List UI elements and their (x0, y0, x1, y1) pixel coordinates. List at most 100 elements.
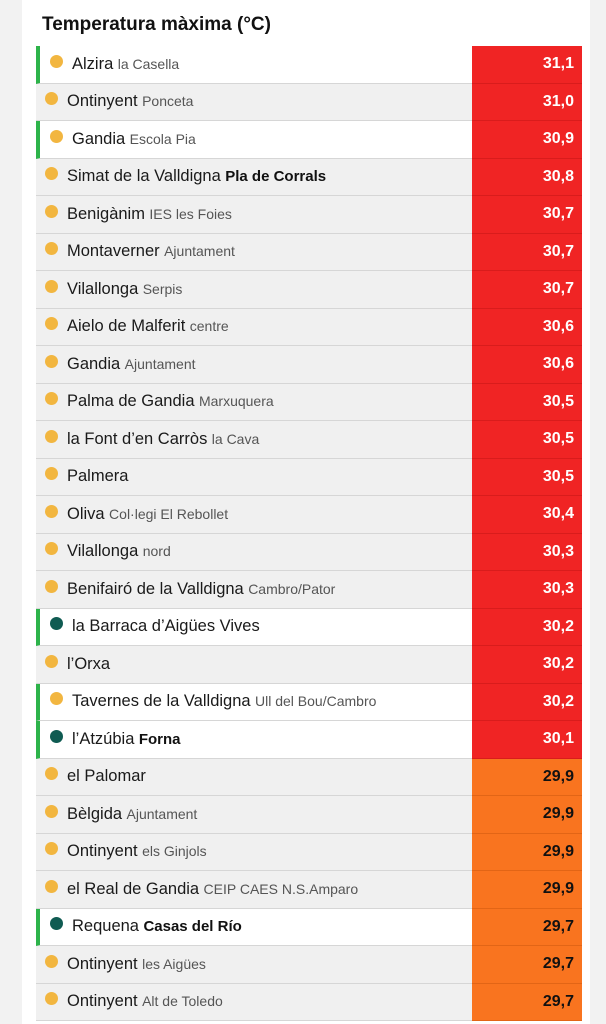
temperature-value: 30,8 (472, 158, 582, 196)
temperature-value: 30,9 (472, 121, 582, 159)
sun-dot-icon (50, 692, 63, 706)
station-label: Palma de Gandia Marxuquera (67, 392, 274, 411)
station-place: Benifairó de la Valldigna (67, 579, 244, 598)
table-row[interactable]: l’Atzúbia Forna 30,1 (36, 721, 582, 759)
station-place: el Real de Gandia (67, 879, 200, 898)
sun-dot-icon (45, 879, 58, 893)
station-label: la Barraca d’Aigües Vives (72, 617, 260, 636)
table-row[interactable]: Alzira la Casella 31,1 (36, 46, 582, 84)
station-place: Ontinyent (67, 842, 138, 861)
station-label: Ontinyent Alt de Toledo (67, 992, 223, 1011)
page-title: Temperatura màxima (°C) (42, 14, 271, 35)
temperature-value: 30,1 (472, 721, 582, 759)
station-dot-teal-icon (50, 729, 63, 743)
station-place: Gandia (72, 129, 126, 148)
table-row[interactable]: Palma de Gandia Marxuquera 30,5 (36, 383, 582, 421)
station-subname: Ajuntament (126, 805, 198, 822)
station-cell: Requena Casas del Río (36, 908, 472, 946)
station-cell: Palma de Gandia Marxuquera (36, 383, 472, 421)
station-cell: la Font d’en Carròs la Cava (36, 421, 472, 459)
station-subname: Serpis (142, 280, 183, 297)
station-cell: Vilallonga Serpis (36, 271, 472, 309)
station-label: Aielo de Malferit centre (67, 317, 229, 336)
station-place: Benigànim (67, 204, 145, 223)
sun-dot-icon (45, 92, 58, 106)
station-label: Alzira la Casella (72, 55, 179, 74)
station-label: la Font d’en Carròs la Cava (67, 430, 259, 449)
station-cell: Benifairó de la Valldigna Cambro/Pator (36, 571, 472, 609)
temperature-value: 30,5 (472, 458, 582, 496)
table-row[interactable]: Ontinyent Ponceta 31,0 (36, 83, 582, 121)
table-row[interactable]: Vilallonga nord 30,3 (36, 533, 582, 571)
station-label: Simat de la Valldigna Pla de Corrals (67, 167, 326, 186)
table-row[interactable]: Ontinyent les Aigües 29,7 (36, 946, 582, 984)
sun-dot-icon (45, 429, 58, 443)
temperature-table: Alzira la Casella 31,1 Ontinyent Ponceta 31… (36, 46, 582, 1021)
station-cell: Benigànim IES les Foies (36, 196, 472, 234)
table-row[interactable]: Oliva Col·legi El Rebollet 30,4 (36, 496, 582, 534)
sun-dot-icon (50, 54, 63, 68)
station-cell: Simat de la Valldigna Pla de Corrals (36, 158, 472, 196)
sun-dot-icon (45, 392, 58, 406)
station-place: Palmera (67, 467, 129, 486)
sun-dot-icon (45, 279, 58, 293)
station-label: el Palomar (67, 767, 146, 786)
table-row[interactable]: Gandia Ajuntament 30,6 (36, 346, 582, 384)
table-row[interactable]: Simat de la Valldigna Pla de Corrals 30,8 (36, 158, 582, 196)
station-subname: Ponceta (142, 93, 194, 110)
table-row[interactable]: Benigànim IES les Foies 30,7 (36, 196, 582, 234)
table-row[interactable]: Ontinyent els Ginjols 29,9 (36, 833, 582, 871)
station-label: l’Orxa (67, 655, 110, 674)
temperature-value: 30,6 (472, 346, 582, 384)
table-row[interactable]: Ontinyent Alt de Toledo 29,7 (36, 983, 582, 1021)
station-label: Gandia Escola Pia (72, 130, 196, 149)
sun-dot-icon (45, 804, 58, 818)
station-subname: la Casella (117, 55, 180, 72)
table-row[interactable]: Montaverner Ajuntament 30,7 (36, 233, 582, 271)
table-row[interactable]: l’Orxa 30,2 (36, 646, 582, 684)
table-row[interactable]: Palmera 30,5 (36, 458, 582, 496)
temperature-value: 30,5 (472, 421, 582, 459)
station-label: Vilallonga nord (67, 542, 171, 561)
sun-dot-icon (45, 204, 58, 218)
table-row[interactable]: Requena Casas del Río 29,7 (36, 908, 582, 946)
temperature-value: 29,7 (472, 908, 582, 946)
temperature-value: 31,0 (472, 83, 582, 121)
station-cell: Ontinyent les Aigües (36, 946, 472, 984)
table-row[interactable]: Benifairó de la Valldigna Cambro/Pator 30… (36, 571, 582, 609)
temperature-value: 30,4 (472, 496, 582, 534)
sun-dot-icon (45, 317, 58, 331)
table-row[interactable]: el Palomar 29,9 (36, 758, 582, 796)
table-row[interactable]: Tavernes de la Valldigna Ull del Bou/Cam… (36, 683, 582, 721)
sun-dot-icon (45, 992, 58, 1006)
table-row[interactable]: la Barraca d’Aigües Vives 30,2 (36, 608, 582, 646)
temperature-value: 29,9 (472, 871, 582, 909)
table-row[interactable]: Vilallonga Serpis 30,7 (36, 271, 582, 309)
station-place: Montaverner (67, 242, 160, 261)
station-subname: Escola Pia (129, 130, 196, 147)
station-cell: el Real de Gandia CEIP CAES N.S.Amparo (36, 871, 472, 909)
station-label: l’Atzúbia Forna (72, 730, 181, 749)
station-cell: l’Orxa (36, 646, 472, 684)
table-row[interactable]: Gandia Escola Pia 30,9 (36, 121, 582, 159)
table-row[interactable]: Aielo de Malferit centre 30,6 (36, 308, 582, 346)
station-label: Ontinyent els Ginjols (67, 842, 207, 861)
station-subname: nord (142, 543, 171, 560)
table-row[interactable]: el Real de Gandia CEIP CAES N.S.Amparo 29… (36, 871, 582, 909)
station-label: Bèlgida Ajuntament (67, 805, 197, 824)
temperature-value: 30,3 (472, 533, 582, 571)
sun-dot-icon (45, 504, 58, 518)
station-cell: Ontinyent Ponceta (36, 83, 472, 121)
station-subname: Marxuquera (198, 393, 274, 410)
station-label: Benigànim IES les Foies (67, 205, 232, 224)
sun-dot-icon (45, 354, 58, 368)
station-subname: Casas del Río (143, 918, 242, 936)
station-label: Vilallonga Serpis (67, 280, 182, 299)
table-row[interactable]: la Font d’en Carròs la Cava 30,5 (36, 421, 582, 459)
temperature-value: 29,9 (472, 758, 582, 796)
temperature-value: 29,9 (472, 796, 582, 834)
station-place: Palma de Gandia (67, 392, 195, 411)
station-cell: Aielo de Malferit centre (36, 308, 472, 346)
station-subname: CEIP CAES N.S.Amparo (203, 880, 359, 897)
table-row[interactable]: Bèlgida Ajuntament 29,9 (36, 796, 582, 834)
